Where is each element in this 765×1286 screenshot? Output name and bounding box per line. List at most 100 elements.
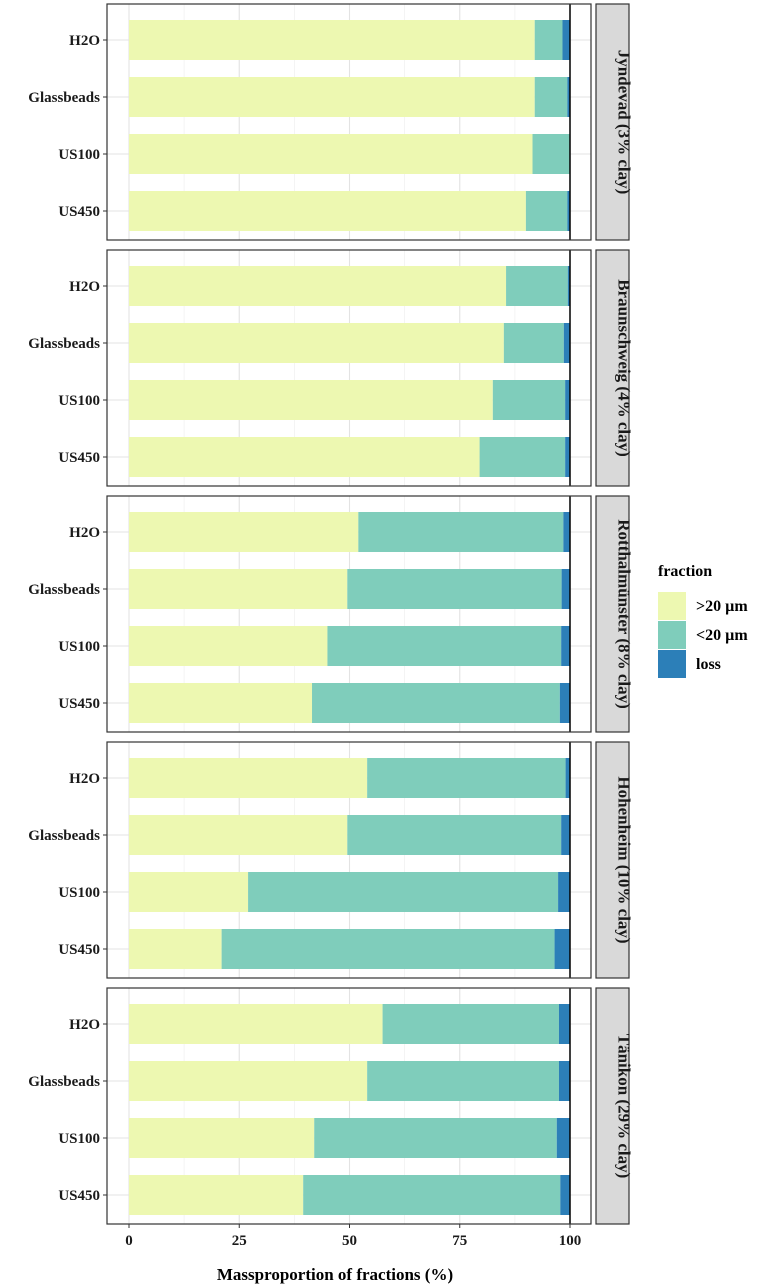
x-axis-title: Massproportion of fractions (%): [217, 1265, 453, 1284]
legend-title: fraction: [658, 563, 712, 580]
y-tick-label: H2O: [69, 525, 100, 541]
legend-key-gt20: [658, 592, 686, 620]
bar-segment-lt20: [534, 20, 563, 60]
bar-segment-gt20: [129, 872, 249, 912]
facet-panels: H2O Glassbeads US100 US450 Jyndevad (3% clay…: [28, 3, 634, 1225]
facet-panel: H2O Glassbeads US100 US450 Jyndevad (3% clay…: [28, 3, 634, 241]
x-tick-label: 50: [342, 1233, 357, 1249]
bar-segment-lt20: [312, 683, 560, 723]
x-axis: 0 25 50 75 100 Massproportion of fractions (%…: [125, 1224, 581, 1284]
bar-segment-loss: [558, 872, 570, 912]
bar-segment-gt20: [129, 20, 535, 60]
bar-segment-gt20: [129, 77, 535, 117]
y-tick-label: US450: [58, 450, 100, 466]
bar-segment-loss: [565, 758, 570, 798]
bar-segment-lt20: [347, 815, 562, 855]
facet-panel: H2O Glassbeads US100 US450 Hohenheim (10% cl…: [28, 741, 634, 979]
bar-segment-gt20: [129, 134, 533, 174]
y-tick-label: US450: [58, 204, 100, 220]
facet-strip: [595, 249, 630, 487]
panel-border: [106, 495, 592, 733]
bar-segment-gt20: [129, 1175, 304, 1215]
y-tick-label: US450: [58, 696, 100, 712]
facet-strip: [595, 987, 630, 1225]
legend-label: loss: [696, 656, 721, 673]
bar-segment-loss: [567, 191, 570, 231]
bar-segment-loss: [565, 437, 570, 477]
bar-segment-gt20: [129, 266, 507, 306]
y-tick-label: H2O: [69, 33, 100, 49]
bar-segment-gt20: [129, 1004, 383, 1044]
y-tick-label: H2O: [69, 279, 100, 295]
facet-strip-label: Hohenheim (10% clay): [615, 776, 634, 943]
bar-segment-gt20: [129, 683, 313, 723]
bar-segment-loss: [561, 815, 570, 855]
panel-border: [106, 249, 592, 487]
facet-strip-label: Jyndevad (3% clay): [615, 50, 634, 195]
facet-strip-label: Tänikon (29% clay): [615, 1034, 634, 1179]
bar-segment-loss: [556, 1118, 570, 1158]
x-tick-label: 0: [125, 1233, 133, 1249]
panel-border: [106, 3, 592, 241]
bar-segment-gt20: [129, 1118, 315, 1158]
bar-segment-gt20: [129, 437, 480, 477]
bar-segment-loss: [565, 380, 570, 420]
y-tick-label: US100: [58, 885, 100, 901]
y-tick-label: Glassbeads: [28, 1074, 100, 1090]
y-tick-label: H2O: [69, 1017, 100, 1033]
facet-panel: H2O Glassbeads US100 US450 Tänikon (29% clay…: [28, 987, 634, 1225]
facet-strip: [595, 3, 630, 241]
bar-segment-lt20: [314, 1118, 557, 1158]
x-tick-label: 25: [232, 1233, 247, 1249]
facet-panel: H2O Glassbeads US100 US450 Braunschweig (4% …: [28, 249, 634, 487]
bar-segment-lt20: [506, 266, 568, 306]
bar-segment-lt20: [492, 380, 566, 420]
bar-segment-gt20: [129, 929, 222, 969]
y-tick-label: Glassbeads: [28, 828, 100, 844]
facet-strip: [595, 741, 630, 979]
bar-segment-gt20: [129, 815, 348, 855]
legend-key-loss: [658, 650, 686, 678]
y-tick-label: US100: [58, 1131, 100, 1147]
bar-segment-gt20: [129, 1061, 368, 1101]
y-tick-label: Glassbeads: [28, 336, 100, 352]
bar-segment-loss: [554, 929, 570, 969]
facet-panel: H2O Glassbeads US100 US450 Rotthalmünster (8…: [28, 495, 634, 733]
bar-segment-loss: [560, 1175, 570, 1215]
bar-segment-loss: [567, 77, 570, 117]
y-tick-label: US100: [58, 147, 100, 163]
bar-segment-lt20: [503, 323, 564, 363]
legend-key-lt20: [658, 621, 686, 649]
bar-segment-loss: [563, 512, 570, 552]
bar-segment-lt20: [525, 191, 568, 231]
bar-segment-loss: [558, 1061, 570, 1101]
legend-label: >20 µm: [696, 598, 748, 615]
bar-segment-gt20: [129, 191, 526, 231]
bar-segment-lt20: [382, 1004, 559, 1044]
y-tick-label: US100: [58, 393, 100, 409]
bar-segment-loss: [567, 266, 570, 306]
bar-segment-lt20: [327, 626, 562, 666]
y-tick-label: US100: [58, 639, 100, 655]
bar-segment-loss: [561, 569, 570, 609]
y-tick-label: H2O: [69, 771, 100, 787]
bar-segment-lt20: [303, 1175, 561, 1215]
legend-label: <20 µm: [696, 627, 748, 644]
panel-border: [106, 741, 592, 979]
bar-segment-lt20: [532, 134, 570, 174]
facet-strip: [595, 495, 630, 733]
bar-segment-lt20: [534, 77, 568, 117]
bar-segment-loss: [562, 20, 570, 60]
bar-segment-lt20: [367, 758, 566, 798]
y-tick-label: US450: [58, 942, 100, 958]
x-tick-label: 75: [452, 1233, 467, 1249]
facet-strip-label: Braunschweig (4% clay): [615, 279, 634, 457]
bar-segment-gt20: [129, 758, 368, 798]
y-tick-label: US450: [58, 1188, 100, 1204]
bar-segment-lt20: [358, 512, 564, 552]
bar-segment-lt20: [347, 569, 562, 609]
bar-segment-gt20: [129, 380, 493, 420]
bar-segment-lt20: [221, 929, 555, 969]
bar-segment-gt20: [129, 512, 359, 552]
